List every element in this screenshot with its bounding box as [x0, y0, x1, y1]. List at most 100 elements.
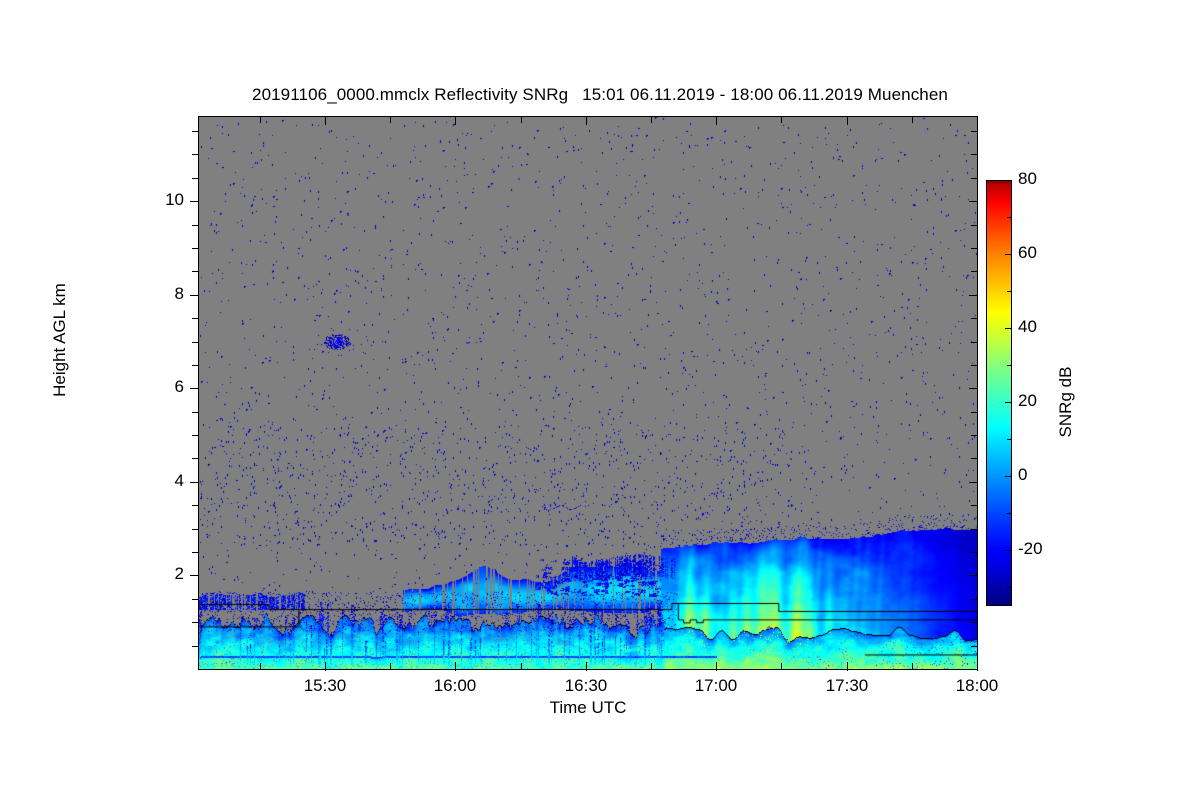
y-tick-minor-right — [971, 599, 978, 600]
colorbar-tick-label: -20 — [1018, 539, 1043, 558]
y-tick-minor — [192, 365, 199, 366]
y-tick-minor — [192, 529, 199, 530]
y-tick-minor-right — [971, 342, 978, 343]
y-tick-minor-right — [971, 225, 978, 226]
y-tick-minor — [192, 318, 199, 319]
y-tick-minor — [192, 458, 199, 459]
y-tick-major-right — [969, 201, 978, 202]
x-tick-minor-top — [390, 116, 391, 123]
colorbar-tick-major — [1005, 328, 1012, 329]
y-tick-minor — [192, 599, 199, 600]
colorbar-tick-label: 60 — [1018, 243, 1037, 262]
y-tick-label: 10 — [165, 190, 184, 209]
y-tick-minor-right — [971, 505, 978, 506]
x-tick-minor-top — [651, 116, 652, 123]
x-tick-label: 15:30 — [303, 676, 347, 695]
y-tick-major-right — [969, 388, 978, 389]
x-tick-label: 18:00 — [955, 676, 999, 695]
y-tick-label: 2 — [174, 564, 184, 583]
y-tick-minor-right — [971, 622, 978, 623]
y-tick-minor-right — [971, 529, 978, 530]
y-tick-minor-right — [971, 435, 978, 436]
x-axis-title: Time UTC — [549, 698, 627, 717]
x-tick-minor-top — [781, 116, 782, 123]
x-tick-major — [586, 662, 587, 671]
x-tick-minor — [781, 663, 782, 670]
x-tick-major — [716, 662, 717, 671]
y-axis-title: Height AGL km — [50, 283, 69, 397]
y-tick-minor — [192, 248, 199, 249]
colorbar-tick-minor — [1007, 291, 1012, 292]
y-tick-minor — [192, 154, 199, 155]
y-tick-major — [190, 201, 199, 202]
y-tick-minor-right — [971, 365, 978, 366]
x-tick-label: 16:30 — [564, 676, 608, 695]
colorbar-tick-label: 40 — [1018, 317, 1037, 336]
colorbar-tick-minor — [1007, 587, 1012, 588]
colorbar-tick-minor — [1007, 513, 1012, 514]
y-tick-major-right — [969, 482, 978, 483]
x-tick-major — [325, 662, 326, 671]
x-tick-major — [977, 662, 978, 671]
y-tick-minor — [192, 178, 199, 179]
x-tick-minor-top — [912, 116, 913, 123]
y-tick-minor-right — [971, 458, 978, 459]
y-tick-minor-right — [971, 646, 978, 647]
x-tick-major — [847, 662, 848, 671]
colorbar-tick-major — [1005, 254, 1012, 255]
y-tick-major-right — [969, 295, 978, 296]
x-tick-minor — [260, 663, 261, 670]
y-tick-minor-right — [971, 412, 978, 413]
y-tick-minor — [192, 342, 199, 343]
y-tick-minor-right — [971, 154, 978, 155]
y-tick-major — [190, 388, 199, 389]
colorbar-tick-label: 80 — [1018, 169, 1037, 188]
x-tick-major — [455, 662, 456, 671]
x-tick-label: 16:00 — [433, 676, 477, 695]
colorbar-title: SNRg dB — [1056, 366, 1075, 438]
y-tick-minor-right — [971, 131, 978, 132]
y-tick-minor — [192, 435, 199, 436]
y-tick-minor — [192, 505, 199, 506]
y-tick-major — [190, 575, 199, 576]
x-tick-major-top — [325, 116, 326, 125]
colorbar-tick-major — [1005, 550, 1012, 551]
colorbar-tick-label: 20 — [1018, 391, 1037, 410]
x-tick-major-top — [586, 116, 587, 125]
y-tick-label: 4 — [174, 471, 184, 490]
figure-title-left: 20191106_0000.mmclx Reflectivity SNRg — [252, 85, 569, 104]
y-tick-minor — [192, 646, 199, 647]
x-tick-minor-top — [260, 116, 261, 123]
colorbar — [986, 180, 1012, 606]
figure-title: 20191106_0000.mmclx Reflectivity SNRg 15:… — [0, 85, 1200, 105]
y-tick-minor — [192, 225, 199, 226]
x-tick-minor — [651, 663, 652, 670]
y-tick-major-right — [969, 575, 978, 576]
x-tick-major-top — [716, 116, 717, 125]
y-tick-label: 6 — [174, 377, 184, 396]
colorbar-tick-label: 0 — [1018, 465, 1028, 484]
x-tick-major-top — [847, 116, 848, 125]
y-tick-minor-right — [971, 271, 978, 272]
y-tick-minor — [192, 552, 199, 553]
x-tick-label: 17:00 — [694, 676, 738, 695]
y-tick-label: 8 — [174, 284, 184, 303]
colorbar-tick-major — [1005, 476, 1012, 477]
x-tick-minor — [521, 663, 522, 670]
y-tick-major — [190, 482, 199, 483]
colorbar-tick-major — [1005, 402, 1012, 403]
radar-heatmap-plot — [198, 116, 978, 670]
y-tick-minor — [192, 622, 199, 623]
x-tick-major-top — [455, 116, 456, 125]
y-tick-minor — [192, 271, 199, 272]
heatmap-canvas — [199, 117, 977, 669]
x-tick-minor — [912, 663, 913, 670]
colorbar-tick-minor — [1007, 365, 1012, 366]
y-tick-minor — [192, 412, 199, 413]
y-tick-minor-right — [971, 552, 978, 553]
y-tick-minor — [192, 131, 199, 132]
x-tick-major-top — [977, 116, 978, 125]
y-tick-major — [190, 295, 199, 296]
x-tick-minor-top — [521, 116, 522, 123]
